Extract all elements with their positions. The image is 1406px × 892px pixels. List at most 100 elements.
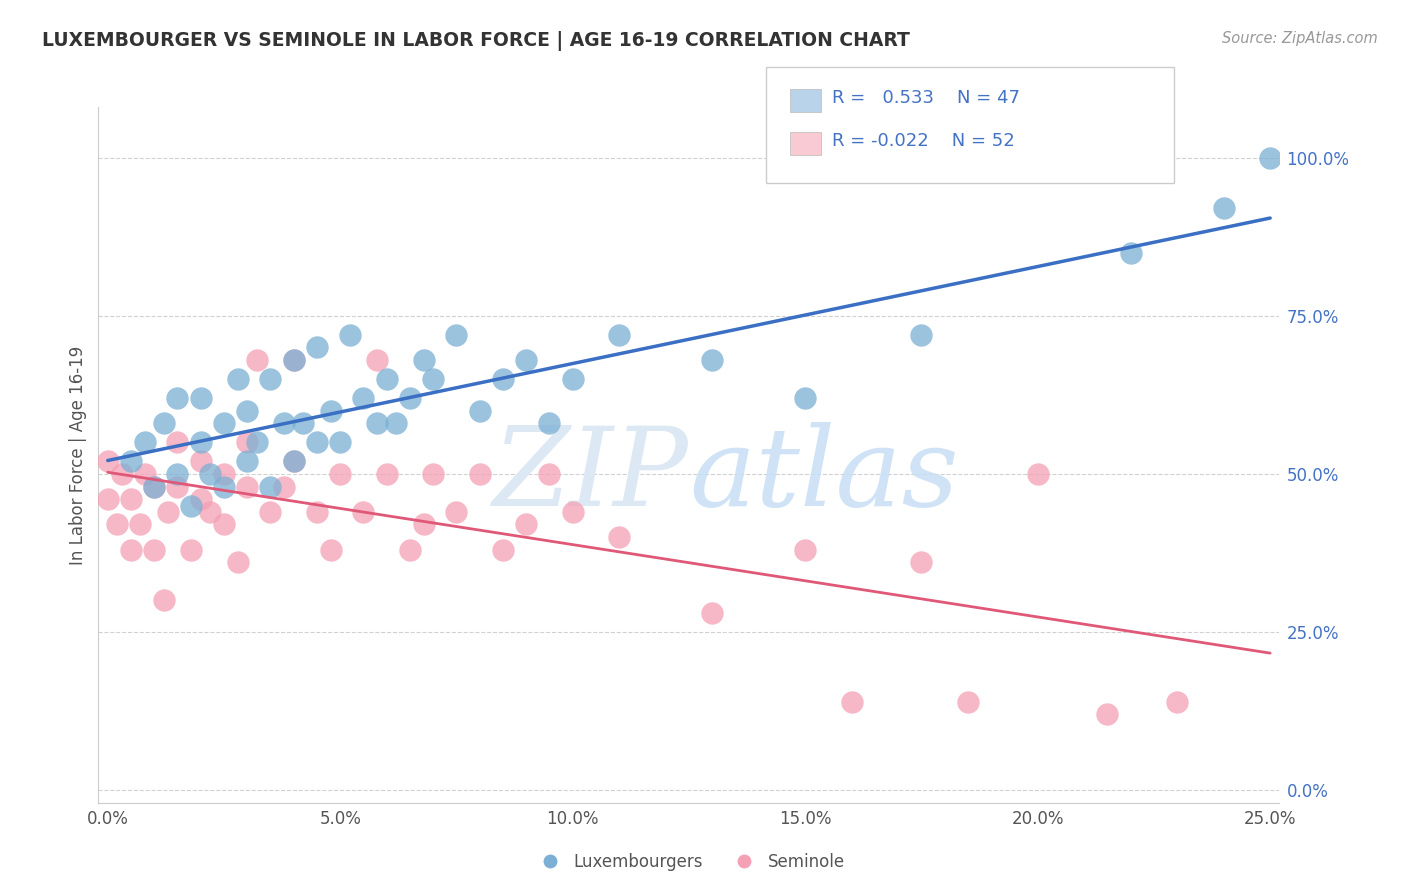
Point	[538, 417, 561, 431]
Point	[212, 517, 235, 532]
Point	[273, 417, 295, 431]
Point	[212, 467, 235, 481]
Point	[120, 492, 142, 507]
Point	[1258, 151, 1281, 165]
Point	[236, 435, 259, 450]
Point	[515, 517, 537, 532]
Point	[157, 505, 180, 519]
Point	[446, 327, 468, 342]
Point	[166, 467, 188, 481]
Point	[273, 479, 295, 493]
Point	[607, 327, 630, 342]
Point	[166, 391, 188, 405]
Point	[190, 391, 212, 405]
Point	[538, 467, 561, 481]
Point	[236, 454, 259, 468]
Point	[1212, 201, 1234, 215]
Point	[399, 542, 422, 557]
Point	[212, 479, 235, 493]
Point	[283, 454, 305, 468]
Point	[353, 505, 375, 519]
Point	[259, 372, 281, 386]
Point	[143, 479, 166, 493]
Point	[105, 517, 128, 532]
Point	[422, 467, 444, 481]
Point	[97, 454, 120, 468]
Text: R =   0.533    N = 47: R = 0.533 N = 47	[832, 89, 1021, 107]
Point	[283, 353, 305, 368]
Text: ZIP: ZIP	[494, 422, 689, 530]
Point	[841, 695, 863, 709]
Point	[143, 542, 166, 557]
Point	[305, 340, 328, 354]
Point	[319, 542, 342, 557]
Point	[366, 353, 388, 368]
Point	[468, 467, 491, 481]
Point	[166, 435, 188, 450]
Point	[910, 556, 932, 570]
Point	[412, 353, 434, 368]
Point	[468, 403, 491, 417]
Point	[212, 417, 235, 431]
Point	[561, 505, 583, 519]
Point	[259, 479, 281, 493]
Text: atlas: atlas	[689, 422, 959, 530]
Point	[492, 372, 515, 386]
Point	[329, 435, 352, 450]
Point	[1026, 467, 1049, 481]
Point	[353, 391, 375, 405]
Point	[134, 467, 156, 481]
Point	[180, 499, 202, 513]
Point	[319, 403, 342, 417]
Point	[190, 492, 212, 507]
Point	[422, 372, 444, 386]
Point	[515, 353, 537, 368]
Point	[375, 467, 398, 481]
Legend: Luxembourgers, Seminole: Luxembourgers, Seminole	[526, 847, 852, 878]
Point	[1119, 245, 1142, 260]
Point	[152, 417, 174, 431]
Point	[180, 542, 202, 557]
Point	[956, 695, 979, 709]
Text: Source: ZipAtlas.com: Source: ZipAtlas.com	[1222, 31, 1378, 46]
Point	[190, 435, 212, 450]
Point	[399, 391, 422, 405]
Point	[366, 417, 388, 431]
Text: LUXEMBOURGER VS SEMINOLE IN LABOR FORCE | AGE 16-19 CORRELATION CHART: LUXEMBOURGER VS SEMINOLE IN LABOR FORCE …	[42, 31, 910, 51]
Point	[339, 327, 361, 342]
Y-axis label: In Labor Force | Age 16-19: In Labor Force | Age 16-19	[69, 345, 87, 565]
Point	[152, 593, 174, 607]
Point	[226, 372, 249, 386]
Point	[794, 542, 817, 557]
Point	[129, 517, 152, 532]
Point	[375, 372, 398, 386]
Point	[198, 467, 221, 481]
Point	[120, 542, 142, 557]
Point	[236, 479, 259, 493]
Point	[259, 505, 281, 519]
Point	[166, 479, 188, 493]
Point	[97, 492, 120, 507]
Point	[292, 417, 315, 431]
Point	[412, 517, 434, 532]
Point	[794, 391, 817, 405]
Point	[910, 327, 932, 342]
Point	[198, 505, 221, 519]
Point	[305, 505, 328, 519]
Point	[1166, 695, 1188, 709]
Point	[446, 505, 468, 519]
Point	[226, 556, 249, 570]
Point	[702, 353, 724, 368]
Point	[492, 542, 515, 557]
Point	[561, 372, 583, 386]
Point	[236, 403, 259, 417]
Point	[190, 454, 212, 468]
Point	[143, 479, 166, 493]
Point	[607, 530, 630, 544]
Point	[134, 435, 156, 450]
Point	[111, 467, 134, 481]
Point	[385, 417, 408, 431]
Point	[283, 353, 305, 368]
Point	[1097, 707, 1119, 722]
Point	[702, 606, 724, 620]
